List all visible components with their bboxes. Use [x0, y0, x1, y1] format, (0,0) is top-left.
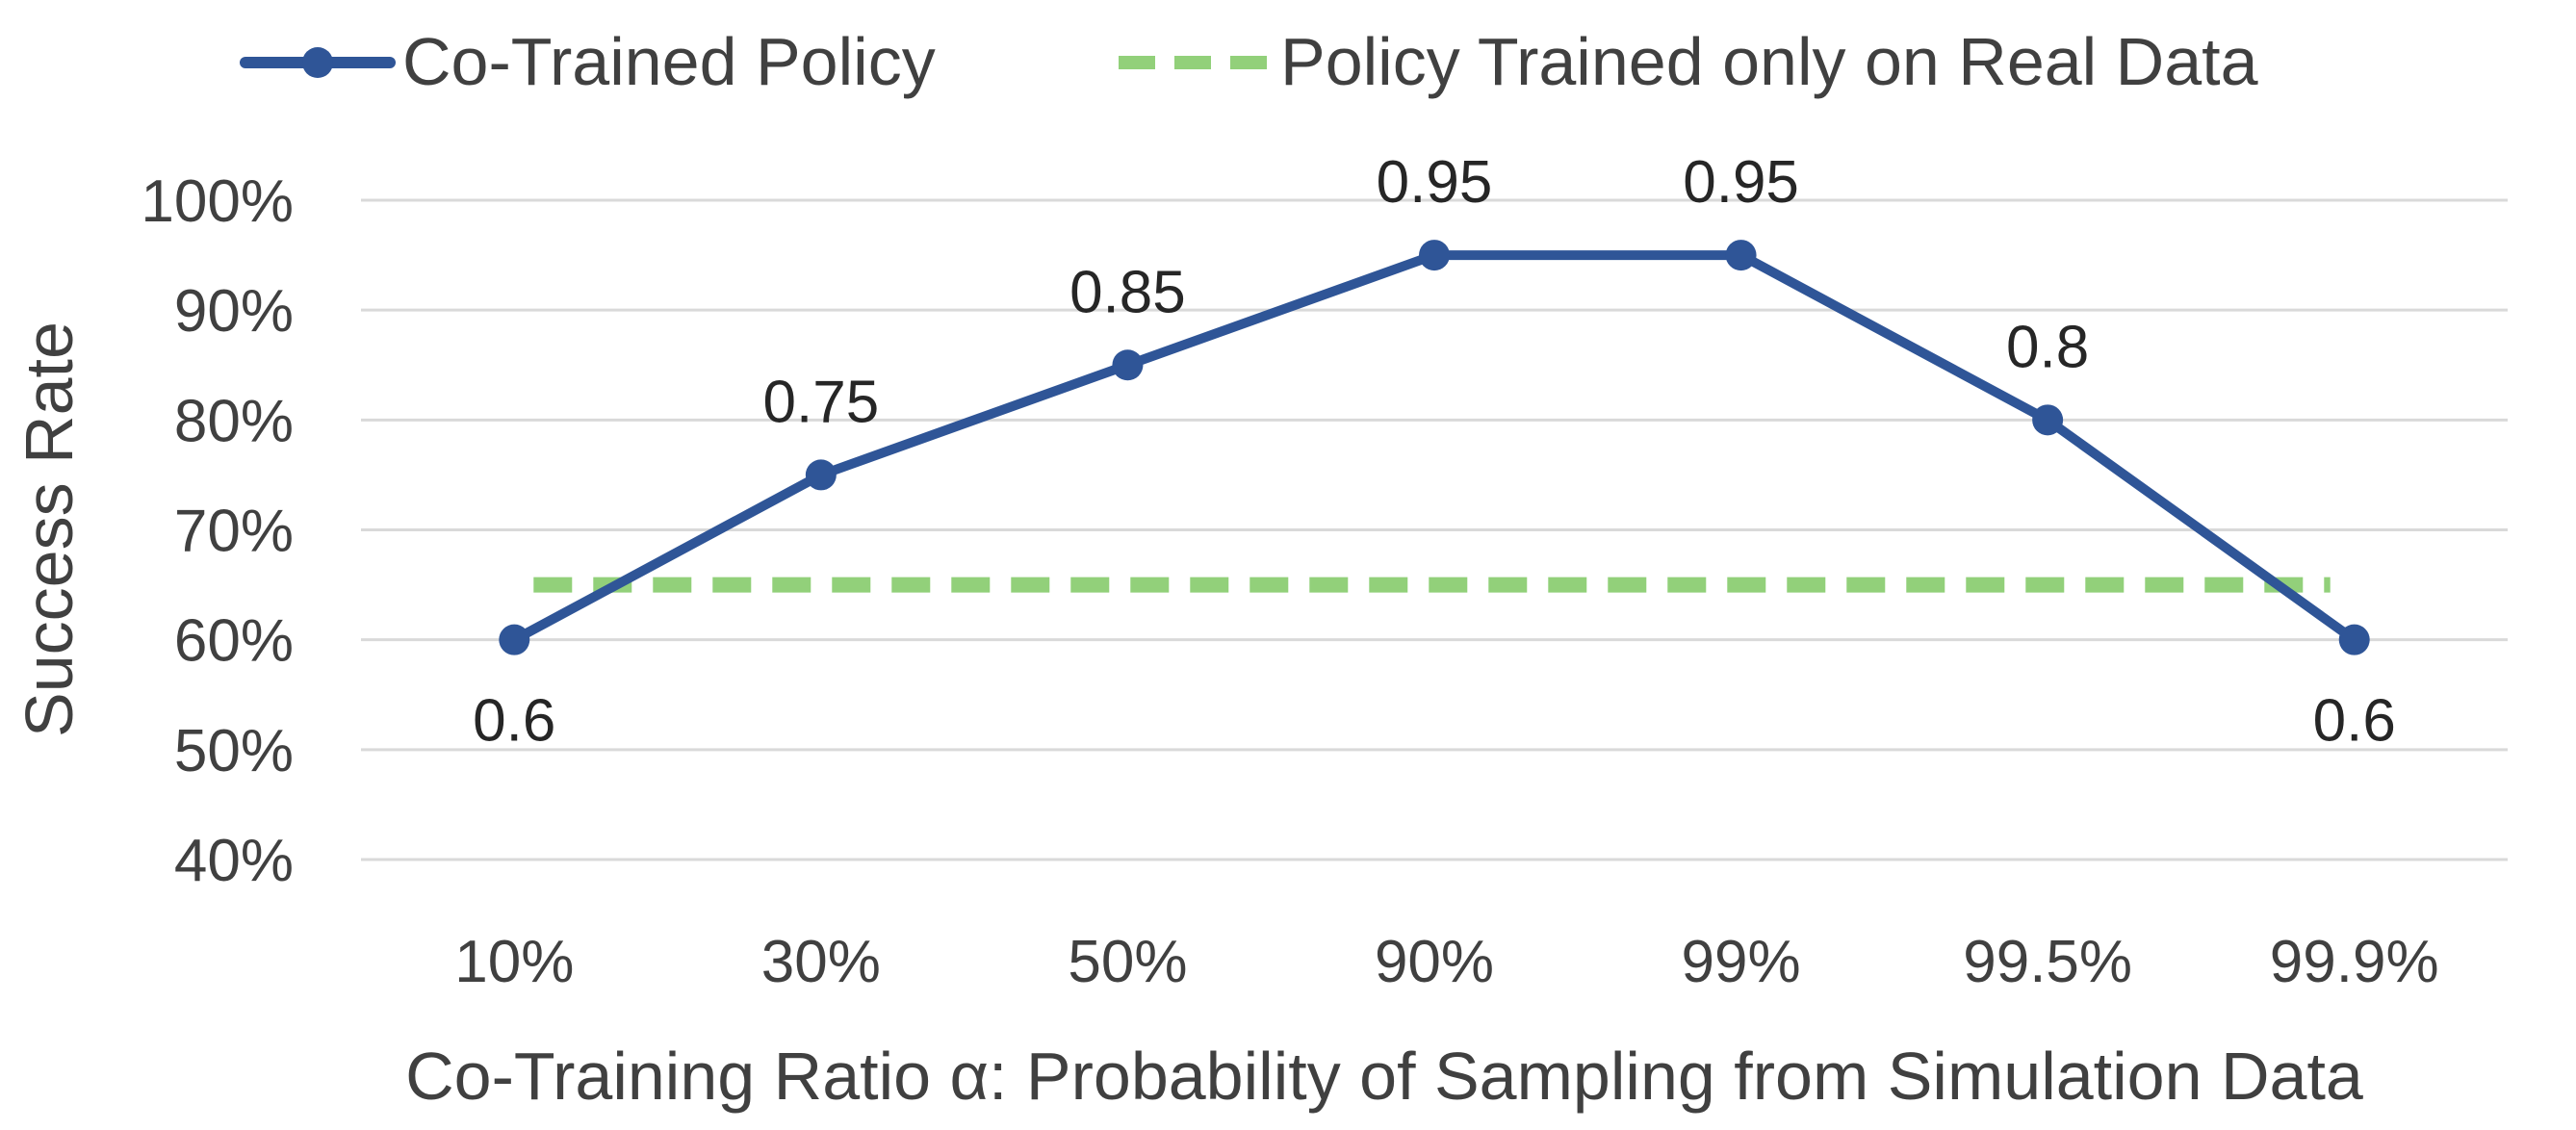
x-tick-label: 99.9%	[2270, 929, 2439, 995]
legend-label-co-trained: Co-Trained Policy	[402, 24, 936, 99]
x-tick-label: 90%	[1375, 929, 1494, 995]
data-point	[1725, 240, 1757, 271]
y-tick-label: 60%	[174, 608, 294, 675]
y-tick-label: 80%	[174, 388, 294, 454]
x-tick-label: 50%	[1068, 929, 1187, 995]
x-tick-label: 99%	[1682, 929, 1801, 995]
data-point	[805, 459, 837, 491]
legend-marker-co-trained	[302, 47, 333, 78]
data-point	[1419, 240, 1450, 271]
data-point	[2338, 624, 2370, 655]
y-axis-title: Success Rate	[12, 321, 87, 737]
x-axis-title: Co-Training Ratio α: Probability of Samp…	[405, 1039, 2363, 1114]
y-tick-labels: 40% 50% 60% 70% 80% 90% 100%	[141, 168, 294, 894]
data-label: 0.95	[1683, 149, 1799, 216]
legend-item-real-data: Policy Trained only on Real Data	[1119, 24, 2258, 99]
x-tick-label: 30%	[761, 929, 881, 995]
x-tick-labels: 10% 30% 50% 90% 99% 99.5% 99.9%	[454, 929, 2438, 995]
data-label: 0.75	[763, 369, 880, 435]
y-tick-label: 70%	[174, 499, 294, 565]
data-label: 0.6	[2313, 688, 2396, 755]
data-label: 0.95	[1377, 149, 1493, 216]
y-tick-label: 50%	[174, 718, 294, 784]
y-tick-label: 100%	[141, 168, 294, 235]
data-point	[1112, 349, 1144, 381]
data-point	[499, 624, 530, 655]
legend-label-real-data: Policy Trained only on Real Data	[1280, 24, 2258, 99]
legend: Co-Trained Policy Policy Trained only on…	[240, 24, 2258, 99]
plot-series	[499, 240, 2370, 655]
data-label: 0.8	[2006, 314, 2089, 380]
x-tick-label: 99.5%	[1963, 929, 2132, 995]
y-tick-label: 40%	[174, 828, 294, 894]
data-label: 0.6	[473, 688, 555, 755]
data-label: 0.85	[1069, 259, 1186, 325]
data-point	[2032, 404, 2064, 436]
x-tick-label: 10%	[454, 929, 574, 995]
gridlines	[361, 198, 2508, 861]
legend-item-co-trained: Co-Trained Policy	[240, 24, 936, 99]
data-labels: 0.6 0.75 0.85 0.95 0.95 0.8 0.6	[473, 149, 2396, 755]
y-tick-label: 90%	[174, 278, 294, 345]
